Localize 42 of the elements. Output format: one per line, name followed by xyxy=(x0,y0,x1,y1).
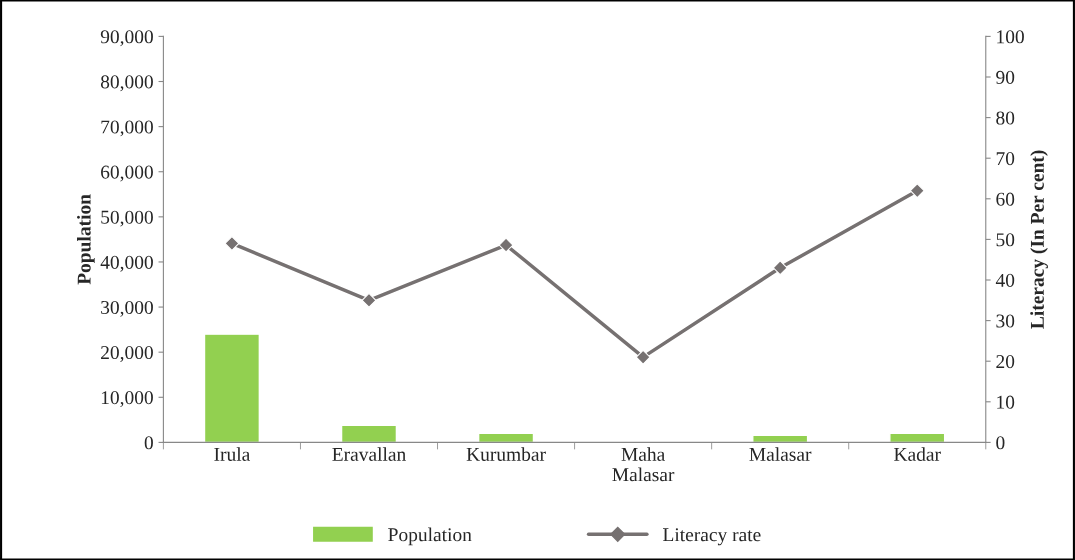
y-tick-label: 20,000 xyxy=(101,345,153,362)
legend-label: Population xyxy=(388,527,472,546)
y-tick-label: 60,000 xyxy=(101,165,153,182)
x-tick-label: Kurumbar xyxy=(466,447,546,461)
y2-tick-label: 20 xyxy=(996,355,1015,369)
y-tick-label: 70,000 xyxy=(101,120,153,137)
point xyxy=(635,349,651,365)
bar xyxy=(752,434,809,443)
x-tick-label: Maha Malasar xyxy=(612,447,675,482)
point xyxy=(361,292,377,308)
y2-tick-label: 60 xyxy=(996,192,1015,206)
y-tick-label: 40,000 xyxy=(100,255,153,272)
y2-tick-label: 90 xyxy=(996,70,1015,84)
y2-tick-label: 40 xyxy=(995,273,1015,287)
point xyxy=(909,183,925,199)
y-tick-label: 80,000 xyxy=(100,75,153,92)
y-tick-label: 90,000 xyxy=(100,30,153,47)
x-tick-label: Malasar xyxy=(749,447,812,461)
x-tick-label: Kadar xyxy=(894,447,941,461)
x-tick-label: Irula xyxy=(214,447,251,461)
y2-axis-title: Literacy (In Per cent) xyxy=(1030,150,1048,329)
y2-tick-label: 50 xyxy=(996,233,1015,247)
bar xyxy=(203,333,261,443)
y2-tick-label: 30 xyxy=(996,314,1015,328)
point xyxy=(772,260,788,276)
y2-tick-label: 80 xyxy=(996,111,1015,125)
y-tick-label: 30,000 xyxy=(101,300,153,317)
y-tick-label: 0 xyxy=(144,436,153,450)
point xyxy=(224,236,240,251)
bar xyxy=(889,432,946,443)
y-axis-title: Population xyxy=(77,194,95,285)
bar xyxy=(477,432,535,443)
y2-tick-label: 10 xyxy=(997,395,1015,409)
y-tick-label: 10,000 xyxy=(101,391,153,408)
y-tick-label: 50,000 xyxy=(101,210,153,227)
point xyxy=(498,237,514,253)
x-tick-label: Eravallan xyxy=(332,447,406,461)
bar xyxy=(340,424,398,443)
y2-tick-label: 70 xyxy=(996,152,1015,166)
y2-tick-label: 0 xyxy=(996,436,1005,450)
y2-tick-label: 100 xyxy=(997,30,1024,44)
legend-label: Literacy rate xyxy=(663,528,761,546)
